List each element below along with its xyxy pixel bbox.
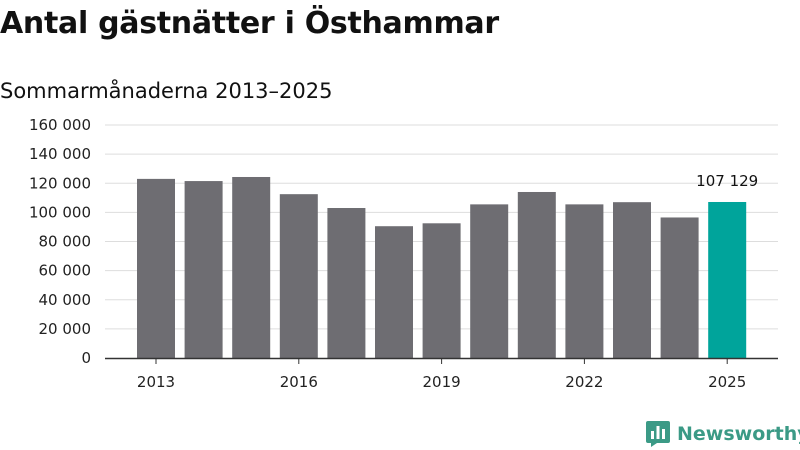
x-tick-label: 2013 <box>137 373 175 391</box>
bar-2023 <box>613 202 651 358</box>
bar-2019 <box>422 223 461 358</box>
bar-2016 <box>279 194 318 358</box>
y-tick-label: 80 000 <box>39 233 92 251</box>
bar-2020 <box>470 204 509 358</box>
axes <box>105 357 778 364</box>
bars <box>137 176 747 358</box>
y-tick-label: 120 000 <box>29 174 91 192</box>
y-tick-label: 40 000 <box>39 291 92 309</box>
x-tick-label: 2016 <box>280 373 318 391</box>
y-tick-label: 160 000 <box>29 116 91 134</box>
labels: 0 20 000 40 000 60 000 80 000 100 000 120 000 1… <box>29 116 758 391</box>
data-label: 107 129 <box>696 172 758 190</box>
bar-2024 <box>660 217 699 358</box>
brand-logo: Newsworthy <box>645 420 800 448</box>
bar-2015 <box>232 176 271 358</box>
bar-2022 <box>565 204 604 358</box>
bar-2013 <box>137 178 175 358</box>
bar-2017 <box>327 208 366 358</box>
y-tick-label: 140 000 <box>29 145 91 163</box>
y-tick-label: 20 000 <box>39 320 92 338</box>
y-tick-label: 100 000 <box>29 203 91 221</box>
x-tick-label: 2022 <box>565 373 603 391</box>
y-tick-label: 0 <box>81 349 91 367</box>
x-tick-label: 2019 <box>423 373 461 391</box>
bar-2018 <box>375 226 413 358</box>
brand-name: Newsworthy <box>677 423 800 445</box>
bar-chart-speech-bubble-icon <box>646 421 670 447</box>
bar-2021 <box>517 191 556 358</box>
x-tick-label: 2025 <box>708 373 746 391</box>
chart-subtitle: Sommarmånaderna 2013–2025 <box>0 79 333 103</box>
bar-2014 <box>184 181 223 358</box>
bar-2025 <box>708 201 747 358</box>
chart-title: Antal gästnätter i Östhammar <box>0 6 499 41</box>
y-tick-label: 60 000 <box>39 262 92 280</box>
